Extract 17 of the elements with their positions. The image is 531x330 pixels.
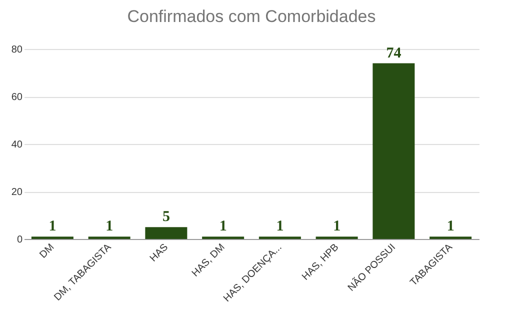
y-tick-label: 80 [11, 44, 23, 56]
data-label: 1 [446, 218, 454, 235]
bar [372, 63, 415, 239]
data-label: 1 [48, 218, 56, 235]
data-label: 1 [276, 218, 284, 235]
data-label: 1 [333, 218, 341, 235]
y-tick-label: 20 [11, 187, 23, 198]
data-label: 5 [162, 209, 170, 226]
chart-title: Confirmados com Comorbidades [127, 7, 376, 26]
bar [145, 227, 188, 239]
x-tick-label: DM [38, 242, 57, 261]
y-tick-label: 0 [16, 234, 23, 246]
data-label: 1 [106, 218, 114, 235]
y-tick-label: 40 [11, 140, 23, 150]
data-label: 1 [219, 218, 227, 235]
y-tick-label: 60 [11, 92, 23, 103]
data-label: 74 [386, 45, 402, 62]
